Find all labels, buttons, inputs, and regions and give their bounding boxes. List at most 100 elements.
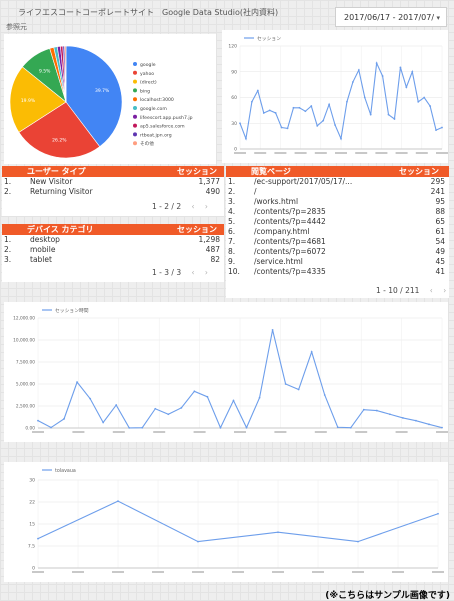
data-point[interactable] xyxy=(375,409,378,412)
chevron-left-icon[interactable]: ‹ xyxy=(191,202,195,211)
table-row[interactable]: 9. /service.html 45 xyxy=(226,257,449,267)
legend-entry[interactable]: localhost:3000 xyxy=(140,97,174,103)
data-point[interactable] xyxy=(76,381,78,384)
data-point[interactable] xyxy=(323,394,326,396)
data-point[interactable] xyxy=(304,110,307,113)
data-point[interactable] xyxy=(193,390,196,393)
data-point[interactable] xyxy=(375,62,378,65)
chevron-right-icon[interactable]: › xyxy=(204,268,208,277)
data-point[interactable] xyxy=(363,96,366,99)
data-point[interactable] xyxy=(128,427,131,429)
legend-entry[interactable]: ap5.salesforce.com xyxy=(140,124,185,130)
data-point[interactable] xyxy=(388,413,391,416)
table-row[interactable]: 8. /contents/?p=6072 49 xyxy=(226,247,449,257)
data-point[interactable] xyxy=(429,105,432,107)
data-point[interactable] xyxy=(428,423,430,426)
table-row[interactable]: 2. / 241 xyxy=(226,187,449,197)
table-row[interactable]: 5. /contents/?p=4442 65 xyxy=(226,217,449,227)
data-point[interactable] xyxy=(399,66,402,69)
data-point[interactable] xyxy=(435,129,437,132)
data-point[interactable] xyxy=(417,100,420,103)
data-point[interactable] xyxy=(180,406,183,409)
legend-entry[interactable]: google xyxy=(140,62,156,68)
column-header-sessions[interactable]: セッション xyxy=(177,167,217,176)
data-point[interactable] xyxy=(310,105,313,107)
data-point[interactable] xyxy=(89,397,92,400)
chevron-right-icon[interactable]: › xyxy=(443,286,447,295)
pie-slice[interactable] xyxy=(64,45,67,103)
data-point[interactable] xyxy=(256,89,259,92)
data-point[interactable] xyxy=(441,126,443,129)
legend-entry[interactable]: lifeescort.app.push7.jp xyxy=(140,115,193,121)
data-point[interactable] xyxy=(369,113,372,116)
data-point[interactable] xyxy=(357,540,359,543)
data-point[interactable] xyxy=(441,426,443,429)
data-point[interactable] xyxy=(37,419,39,422)
table-row[interactable]: 4. /contents/?p=2835 88 xyxy=(226,207,449,217)
data-point[interactable] xyxy=(286,127,289,130)
data-point[interactable] xyxy=(362,408,365,411)
pie-slice[interactable] xyxy=(9,66,67,133)
legend-entry[interactable]: yahoo xyxy=(140,71,154,77)
data-point[interactable] xyxy=(206,395,209,398)
table-row[interactable]: 10. /contents/?p=4335 41 xyxy=(226,267,449,277)
chevron-right-icon[interactable]: › xyxy=(204,202,208,211)
data-point[interactable] xyxy=(258,396,261,399)
data-point[interactable] xyxy=(393,118,396,120)
data-point[interactable] xyxy=(197,540,199,543)
column-header-sessions[interactable]: セッション xyxy=(177,225,217,234)
legend-entry[interactable]: rtbeat.jpn.org xyxy=(140,132,172,138)
data-point[interactable] xyxy=(357,69,360,71)
data-point[interactable] xyxy=(63,417,65,420)
data-point[interactable] xyxy=(219,426,222,429)
data-point[interactable] xyxy=(437,512,439,515)
legend-entry[interactable]: セッション xyxy=(257,36,281,42)
data-point[interactable] xyxy=(280,126,283,129)
data-point[interactable] xyxy=(284,383,287,385)
data-point[interactable] xyxy=(310,351,313,353)
table-row[interactable]: 3. tablet 82 xyxy=(2,255,224,265)
legend-entry[interactable]: その他 xyxy=(140,140,154,147)
data-point[interactable] xyxy=(239,122,241,125)
data-point[interactable] xyxy=(349,426,352,429)
data-point[interactable] xyxy=(415,419,417,422)
table-row[interactable]: 3. /works.html 95 xyxy=(226,197,449,207)
data-point[interactable] xyxy=(328,103,331,106)
data-point[interactable] xyxy=(117,500,119,503)
column-header-user-type[interactable]: ユーザー タイプ xyxy=(27,167,86,176)
legend-entry[interactable]: (direct) xyxy=(140,80,157,86)
chevron-left-icon[interactable]: ‹ xyxy=(429,286,433,295)
table-row[interactable]: 7. /contents/?p=4681 54 xyxy=(226,237,449,247)
data-point[interactable] xyxy=(274,112,277,114)
table-row[interactable]: 1. New Visitor 1,377 xyxy=(2,177,224,187)
legend-entry[interactable]: bing xyxy=(140,88,150,94)
data-point[interactable] xyxy=(387,113,390,116)
data-point[interactable] xyxy=(232,399,235,402)
column-header-device-category[interactable]: デバイス カテゴリ xyxy=(27,225,94,234)
pie-slice[interactable] xyxy=(65,45,123,148)
data-point[interactable] xyxy=(245,137,247,140)
data-point[interactable] xyxy=(402,417,404,419)
legend-entry[interactable]: tolavaua xyxy=(55,468,76,474)
data-point[interactable] xyxy=(298,106,301,109)
table-row[interactable]: 1. desktop 1,298 xyxy=(2,235,224,245)
column-header-page[interactable]: 閲覧ページ xyxy=(251,167,291,176)
data-point[interactable] xyxy=(268,109,271,112)
date-range-picker[interactable]: 2017/06/17 - 2017/07/ ▾ xyxy=(335,7,447,27)
data-point[interactable] xyxy=(340,137,342,140)
data-point[interactable] xyxy=(334,124,336,126)
data-point[interactable] xyxy=(37,537,39,540)
data-point[interactable] xyxy=(351,81,354,83)
data-point[interactable] xyxy=(297,388,300,391)
data-point[interactable] xyxy=(316,124,319,127)
data-point[interactable] xyxy=(154,407,157,410)
data-point[interactable] xyxy=(336,426,339,429)
table-row[interactable]: 2. mobile 487 xyxy=(2,245,224,255)
data-point[interactable] xyxy=(411,70,414,73)
data-point[interactable] xyxy=(405,86,408,89)
data-point[interactable] xyxy=(381,75,384,77)
legend-entry[interactable]: google.com xyxy=(140,106,167,112)
data-point[interactable] xyxy=(250,100,253,103)
data-point[interactable] xyxy=(292,106,295,109)
data-point[interactable] xyxy=(50,426,52,429)
